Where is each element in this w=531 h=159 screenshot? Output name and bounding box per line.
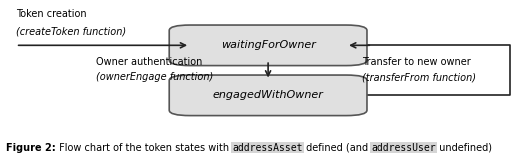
Text: addressUser: addressUser	[371, 143, 436, 153]
Text: addressAsset: addressAsset	[233, 143, 303, 153]
Text: engagedWithOwner: engagedWithOwner	[212, 90, 323, 100]
Text: (ownerEngage function): (ownerEngage function)	[96, 72, 213, 82]
FancyBboxPatch shape	[169, 75, 367, 116]
Text: Transfer to new owner: Transfer to new owner	[362, 58, 470, 67]
Text: (createToken function): (createToken function)	[16, 26, 126, 36]
Text: Token creation: Token creation	[16, 9, 87, 19]
Text: waitingForOwner: waitingForOwner	[221, 40, 315, 50]
FancyBboxPatch shape	[169, 25, 367, 66]
Text: (transferFrom function): (transferFrom function)	[362, 72, 476, 82]
Text: undefined): undefined)	[436, 143, 492, 153]
Text: Figure 2:: Figure 2:	[6, 143, 56, 153]
Text: defined (and: defined (and	[303, 143, 371, 153]
Text: Flow chart of the token states with: Flow chart of the token states with	[56, 143, 233, 153]
Text: Owner authentication: Owner authentication	[96, 58, 203, 67]
